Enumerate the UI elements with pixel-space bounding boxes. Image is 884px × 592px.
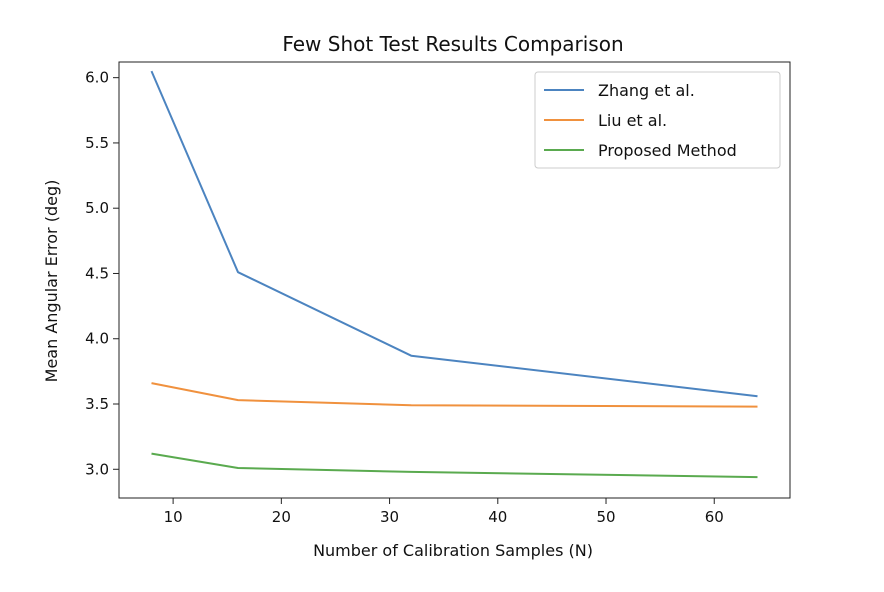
x-tick-label: 40 bbox=[488, 508, 507, 526]
x-tick-label: 30 bbox=[380, 508, 399, 526]
chart-title: Few Shot Test Results Comparison bbox=[282, 32, 623, 56]
legend: Zhang et al. Liu et al. Proposed Method bbox=[534, 71, 781, 169]
legend-box bbox=[534, 71, 781, 169]
y-axis-label: Mean Angular Error (deg) bbox=[42, 180, 61, 383]
y-tick-label: 3.5 bbox=[85, 395, 109, 413]
legend-label-2: Liu et al. bbox=[598, 111, 667, 130]
y-axis: 3.0 3.5 4.0 4.5 5.0 5.5 6.0 bbox=[85, 69, 119, 478]
x-tick-label: 60 bbox=[705, 508, 724, 526]
y-tick-label: 5.0 bbox=[85, 199, 109, 217]
legend-label-1: Zhang et al. bbox=[598, 81, 695, 100]
x-tick-label: 10 bbox=[164, 508, 183, 526]
series-lines bbox=[150, 70, 758, 479]
series-line-2 bbox=[151, 382, 758, 408]
y-tick-label: 6.0 bbox=[85, 69, 109, 87]
series-line-3 bbox=[151, 452, 758, 479]
y-tick-label: 4.5 bbox=[85, 264, 109, 282]
x-tick-label: 50 bbox=[596, 508, 615, 526]
plot-area bbox=[118, 61, 791, 499]
y-tick-label: 4.0 bbox=[85, 330, 109, 348]
legend-label-3: Proposed Method bbox=[598, 141, 737, 160]
x-axis: 10 20 30 40 50 60 bbox=[164, 498, 724, 526]
x-axis-label: Number of Calibration Samples (N) bbox=[313, 541, 593, 560]
y-tick-label: 3.0 bbox=[85, 460, 109, 478]
series-line-1 bbox=[150, 70, 758, 398]
y-tick-label: 5.5 bbox=[85, 134, 109, 152]
x-tick-label: 20 bbox=[272, 508, 291, 526]
